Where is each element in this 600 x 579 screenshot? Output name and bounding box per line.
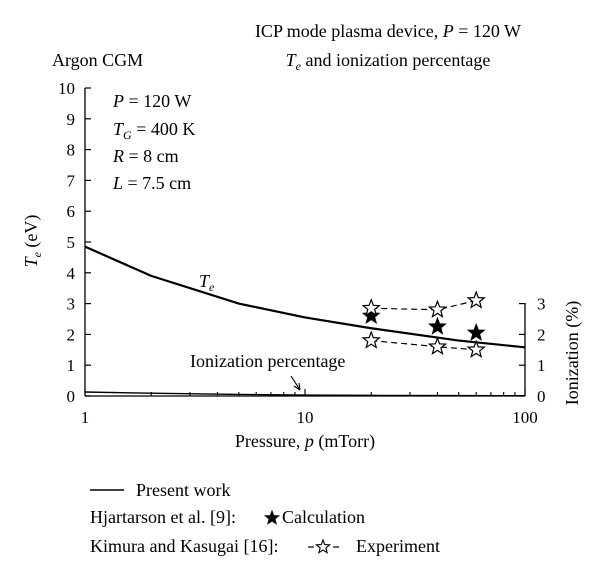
y-tick-label: 0 (67, 387, 76, 406)
legend-kimura-prefix: Kimura and Kasugai [16]: (90, 536, 278, 556)
x-tick-label: 10 (297, 408, 314, 427)
experiment-point (361, 298, 381, 317)
y-tick-label: 1 (67, 356, 76, 375)
param-radius: R = 8 cm (112, 146, 179, 166)
param-length: L = 7.5 cm (112, 173, 191, 193)
experiment-point (427, 336, 448, 355)
param-power: P = 120 W (112, 91, 191, 111)
y-tick-label: 10 (58, 79, 75, 98)
title-p: P (442, 21, 454, 41)
y2-axis-label: Ionization (%) (562, 301, 583, 405)
series-line-1 (84, 391, 526, 397)
y2-tick-label: 0 (537, 387, 546, 406)
te-curve-label: Te (199, 271, 215, 294)
y-tick-label: 4 (67, 264, 76, 283)
series-group (84, 245, 526, 397)
experiment-point (466, 290, 486, 309)
y2-tick-label: 3 (537, 295, 546, 314)
title-prefix: ICP mode plasma device, (255, 21, 443, 41)
y-tick-label: 5 (67, 233, 76, 252)
calculation-point (361, 306, 381, 324)
y-tick-label: 6 (67, 202, 76, 221)
y-tick-label: 3 (67, 295, 76, 314)
series-line-0 (84, 245, 526, 349)
y2-tick-label: 1 (537, 356, 546, 375)
subtitle-te-sub: e (296, 59, 302, 73)
subtitle-rest: and ionization percentage (301, 50, 490, 70)
x-tick-label: 1 (81, 408, 90, 427)
legend-experiment: Experiment (356, 536, 440, 556)
series-dashed-line-4 (371, 339, 477, 351)
legend: Present work Hjartarson et al. [9]: Calc… (90, 480, 440, 556)
ionization-curve-label: Ionization percentage (190, 351, 345, 371)
chart-subtitle-line: Te and ionization percentage (286, 50, 491, 73)
legend-calculation: Calculation (282, 507, 365, 527)
legend-filled-star-icon (264, 509, 280, 525)
experiment-point (361, 330, 381, 349)
legend-hjartarson-prefix: Hjartarson et al. [9]: (90, 507, 236, 527)
legend-open-star-icon (314, 538, 332, 554)
title-suffix: = 120 W (454, 21, 521, 41)
y2-tick-label: 2 (537, 325, 546, 344)
y-axis-label: Te (eV) (21, 215, 44, 268)
y-tick-label: 8 (67, 141, 76, 160)
x-tick-label: 100 (512, 408, 538, 427)
chart-gas-label: Argon CGM (52, 50, 143, 70)
y-tick-label: 7 (67, 171, 76, 190)
experiment-point (427, 299, 448, 319)
chart-title: ICP mode plasma device, P = 120 W (255, 21, 521, 41)
legend-present-work: Present work (136, 480, 230, 500)
parameter-block: P = 120 W TG = 400 K R = 8 cm L = 7.5 cm (112, 91, 195, 193)
x-axis-label: Pressure, p (mTorr) (235, 431, 375, 452)
param-gas-temp: TG = 400 K (113, 119, 195, 142)
series-dashed-line-3 (371, 299, 477, 311)
subtitle-te: T (286, 50, 298, 70)
calculation-point (466, 322, 486, 341)
experiment-point (466, 339, 486, 359)
y-tick-label: 9 (67, 110, 76, 129)
ionization-arrow (290, 375, 301, 391)
calculation-point (428, 316, 447, 335)
y-tick-label: 2 (67, 325, 76, 344)
